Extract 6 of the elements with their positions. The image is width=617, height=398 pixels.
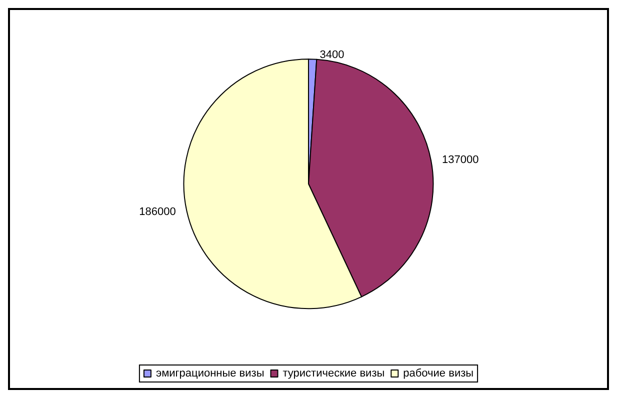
legend-label: эмиграционные визы	[156, 368, 264, 380]
legend-label: туристические визы	[282, 368, 385, 380]
legend-label: рабочие визы	[403, 368, 474, 380]
data-label: 186000	[139, 206, 176, 218]
data-label: 137000	[442, 154, 479, 166]
data-label: 3400	[320, 49, 344, 62]
